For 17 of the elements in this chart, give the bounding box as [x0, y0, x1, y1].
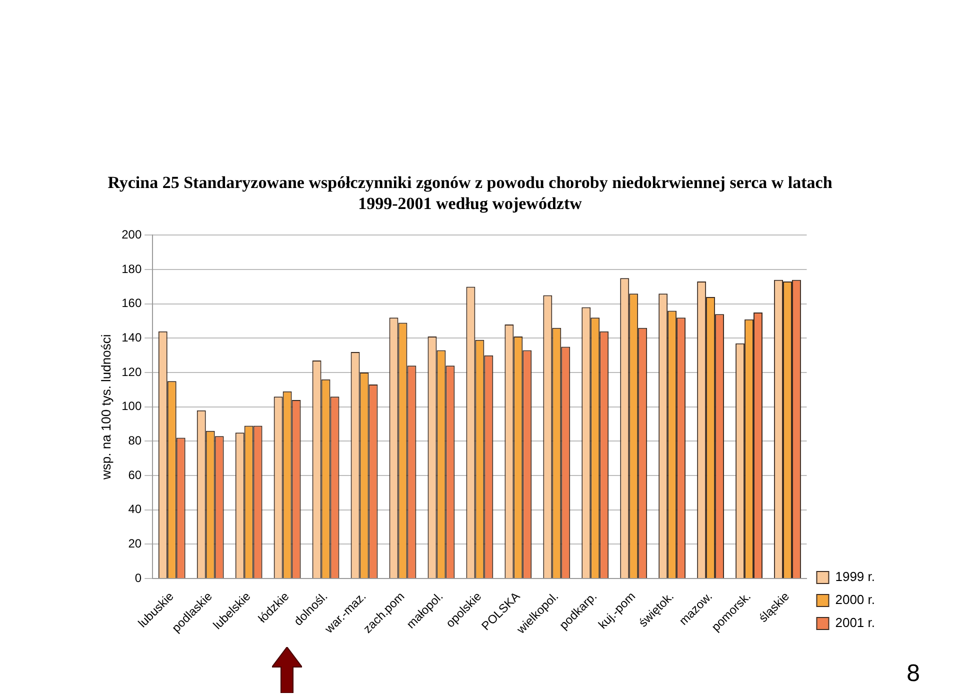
y-tick-label: 180	[122, 262, 142, 276]
y-tick-label: 200	[122, 228, 142, 242]
y-tick-label: 60	[128, 468, 142, 482]
y-tick-label: 20	[128, 536, 142, 551]
y-tick-label: 80	[128, 434, 142, 448]
legend-label: 2001 r.	[835, 615, 876, 630]
y-axis-title: wsp. na 100 tys. ludności	[98, 334, 114, 481]
legend-label: 2000 r.	[835, 592, 876, 608]
chart-title: Rycina 25 Standaryzowane współczynniki zgonów z powodu choroby niedokrwiennej serca w latach 1999-2001 według województw	[106, 172, 834, 214]
y-tick-label: 0	[134, 570, 142, 585]
y-tick-label: 40	[128, 502, 142, 516]
y-tick-label: 100	[122, 399, 142, 414]
text: 8	[906, 660, 920, 688]
y-tick-label: 140	[122, 330, 142, 345]
y-tick-label: 120	[122, 364, 142, 379]
y-tick-label: 160	[122, 296, 142, 310]
legend-label: 1999 r.	[835, 569, 876, 584]
